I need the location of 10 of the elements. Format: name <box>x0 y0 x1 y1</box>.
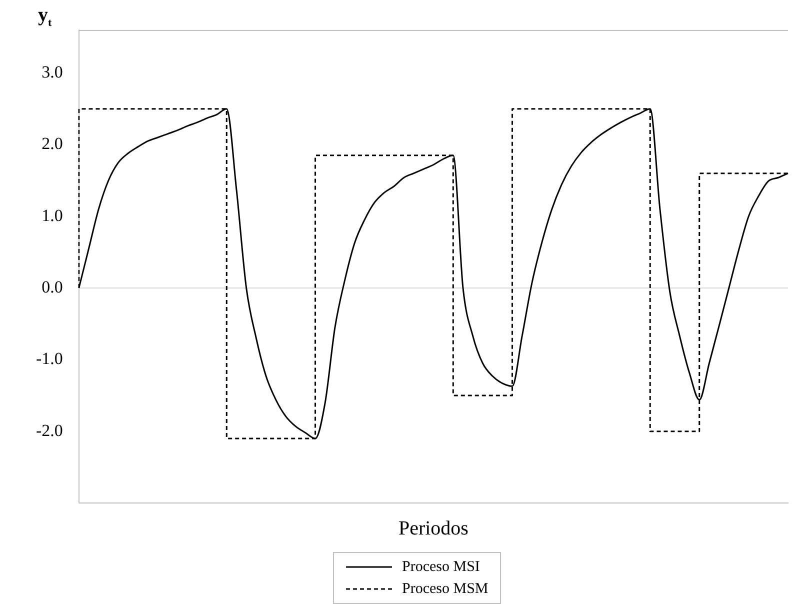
y-tick-label: 2.0 <box>42 134 63 154</box>
y-tick-label: 0.0 <box>42 277 63 296</box>
y-tick-label: 1.0 <box>42 206 63 225</box>
y-tick-label: -1.0 <box>36 349 63 368</box>
legend-label: Proceso MSM <box>402 580 488 598</box>
y-tick-label: 3.0 <box>42 62 63 82</box>
y-axis-title: y$_{t}$ <box>38 4 52 29</box>
legend-label: Proceso MSI <box>402 558 480 576</box>
x-axis-title: Periodos <box>398 517 469 540</box>
y-tick-label: -2.0 <box>36 420 63 440</box>
